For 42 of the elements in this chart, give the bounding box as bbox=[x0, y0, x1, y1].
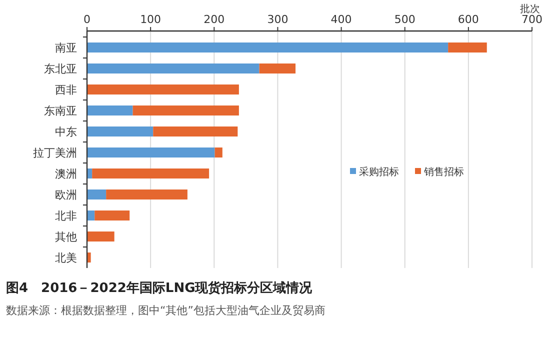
x-tick-label: 300 bbox=[267, 13, 288, 26]
y-tick-label: 中东 bbox=[55, 126, 77, 138]
bar bbox=[94, 210, 130, 220]
bar bbox=[259, 64, 296, 74]
bar bbox=[87, 126, 154, 136]
x-tick-label: 600 bbox=[458, 13, 479, 26]
x-tick-label: 400 bbox=[330, 13, 352, 26]
x-tick-label: 700 bbox=[522, 13, 542, 26]
bar bbox=[132, 106, 239, 116]
y-tick-label: 其他 bbox=[55, 230, 77, 244]
legend-label: 销售招标 bbox=[423, 166, 464, 178]
x-axis-title: 批次 bbox=[520, 3, 540, 15]
y-tick-label: 东南亚 bbox=[44, 104, 77, 118]
x-tick-label: 0 bbox=[84, 13, 90, 26]
bar bbox=[87, 64, 260, 74]
y-tick-label: 东北亚 bbox=[44, 62, 77, 76]
y-tick-label: 北美 bbox=[55, 252, 77, 264]
x-tick-label: 100 bbox=[140, 13, 162, 26]
bar bbox=[87, 190, 106, 200]
bar bbox=[92, 168, 210, 178]
y-tick-label: 澳洲 bbox=[55, 168, 77, 180]
y-tick-label: 拉丁美洲 bbox=[33, 146, 77, 160]
bar bbox=[87, 252, 91, 262]
bar bbox=[214, 148, 222, 158]
source-note: 数据来源：根据数据整理，图中“其他”包括大型油气企业及贸易商 bbox=[6, 304, 326, 317]
y-tick-label: 欧洲 bbox=[55, 188, 77, 202]
y-tick-label: 西非 bbox=[55, 84, 77, 96]
x-tick-label: 200 bbox=[204, 13, 225, 26]
bar bbox=[153, 126, 238, 136]
legend-label: 采购招标 bbox=[359, 166, 399, 178]
bar bbox=[87, 148, 215, 158]
text: 图4 2016－2022年国际LNG现货招标分区域情况 bbox=[6, 280, 314, 296]
y-tick-label: 北非 bbox=[55, 210, 77, 222]
bar bbox=[87, 106, 133, 116]
bar bbox=[87, 210, 95, 220]
bar bbox=[87, 84, 239, 94]
x-tick-label: 500 bbox=[394, 13, 416, 26]
bar bbox=[106, 190, 188, 200]
bar bbox=[87, 232, 114, 242]
bar bbox=[448, 42, 487, 52]
bar bbox=[87, 42, 448, 52]
y-tick-label: 南亚 bbox=[55, 42, 77, 54]
